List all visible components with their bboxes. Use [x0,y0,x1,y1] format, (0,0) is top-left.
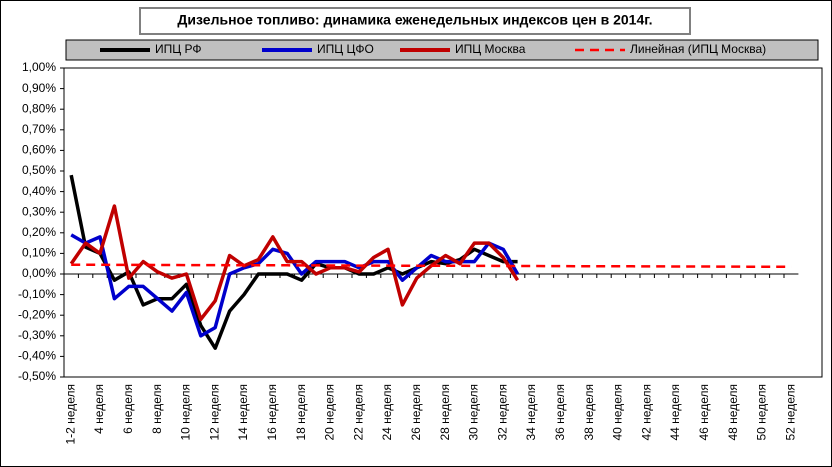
x-tick-label: 28 неделя [438,384,452,441]
x-tick-label: 36 неделя [553,384,567,441]
x-tick-label: 38 неделя [582,384,596,441]
series-line [69,174,518,350]
series-line [69,204,520,322]
y-tick-label: -0,10% [18,287,56,301]
y-tick-label: -0,50% [18,369,56,383]
x-tick-label: 48 неделя [726,384,740,441]
x-tick-label: 4 неделя [92,384,106,434]
x-tick-label: 34 неделя [524,384,538,441]
legend-label: ИПЦ Москва [455,42,526,56]
x-tick-label: 30 неделя [467,384,481,441]
x-tick-label: 8 неделя [150,384,164,434]
y-tick-label: -0,30% [18,328,56,342]
x-tick-label: 46 неделя [697,384,711,441]
x-tick-label: 20 неделя [323,384,337,441]
x-tick-label: 16 неделя [265,384,279,441]
x-tick-label: 26 неделя [409,384,423,441]
legend-label: ИПЦ РФ [155,42,201,56]
x-tick-label: 1-2 неделя [63,384,77,445]
legend-label: ИПЦ ЦФО [317,42,374,56]
chart-title: Дизельное топливо: динамика еженедельных… [177,12,652,28]
y-tick-label: 0,20% [22,225,56,239]
y-tick-label: 0,80% [22,101,56,115]
x-tick-label: 22 неделя [351,384,365,441]
x-tick-label: 24 неделя [380,384,394,441]
plot-border [63,67,823,378]
x-tick-label: 18 неделя [294,384,308,441]
y-tick-label: 0,40% [22,184,56,198]
title-box [139,7,691,35]
x-tick-label: 44 неделя [668,384,682,441]
y-tick-label: -0,20% [18,307,56,321]
y-tick-label: 1,00% [22,60,56,74]
x-tick-label: 10 неделя [179,384,193,441]
y-tick-label: 0,00% [22,266,56,280]
y-tick-label: 0,10% [22,246,56,260]
x-tick-label: 6 неделя [121,384,135,434]
x-tick-label: 32 неделя [495,384,509,441]
y-tick-label: 0,70% [22,122,56,136]
y-tick-label: 0,90% [22,81,56,95]
y-tick-label: 0,60% [22,143,56,157]
x-tick-label: 14 неделя [236,384,250,441]
legend-label: Линейная (ИПЦ Москва) [630,42,766,56]
series-line [71,263,792,269]
x-tick-label: 42 неделя [639,384,653,441]
x-tick-label: 50 неделя [755,384,769,441]
y-tick-label: 0,30% [22,204,56,218]
x-tick-label: 52 неделя [783,384,797,441]
y-tick-label: 0,50% [22,163,56,177]
series-line [70,233,520,338]
x-tick-label: 12 неделя [207,384,221,441]
y-tick-label: -0,40% [18,349,56,363]
x-tick-label: 40 неделя [611,384,625,441]
